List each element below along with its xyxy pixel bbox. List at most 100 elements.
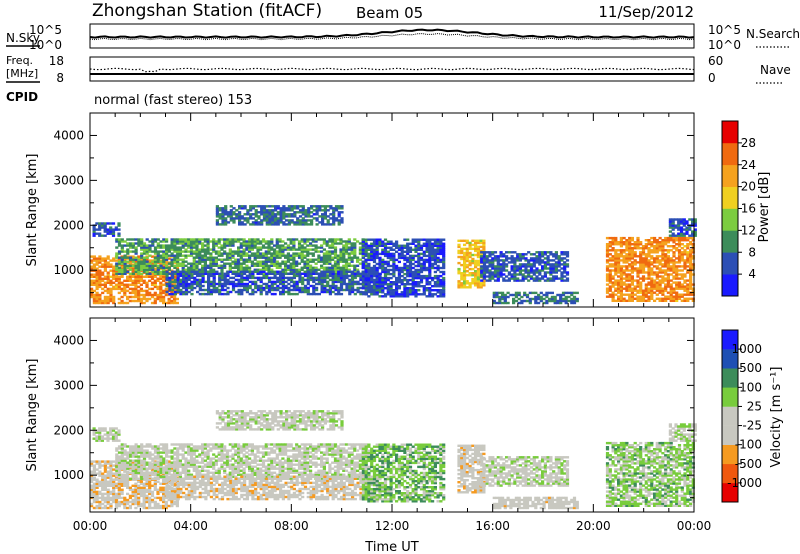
echo-cell <box>433 244 437 247</box>
echo-cell <box>419 244 424 247</box>
echo-cell <box>257 211 261 214</box>
echo-cell <box>491 257 495 260</box>
echo-cell <box>436 295 440 298</box>
echo-cell <box>353 264 357 267</box>
echo-cell <box>265 221 269 224</box>
echo-cell <box>90 464 94 467</box>
echo-cell <box>317 250 321 253</box>
echo-cell <box>239 268 243 271</box>
echo-cell <box>131 287 135 291</box>
echo-cell <box>510 261 514 264</box>
echo-cell <box>90 287 94 291</box>
echo-cell <box>442 287 446 290</box>
echo-cell <box>334 274 338 278</box>
echo-cell <box>223 266 227 269</box>
echo-cell <box>608 295 612 298</box>
echo-cell <box>284 256 288 259</box>
echo-cell <box>315 213 319 216</box>
echo-cell <box>367 290 371 294</box>
echo-cell <box>465 259 469 263</box>
echo-cell <box>639 253 643 256</box>
echo-cell <box>658 267 662 270</box>
echo-cell <box>100 224 104 227</box>
echo-cell <box>254 270 258 273</box>
echo-cell <box>156 246 160 249</box>
echo-cell <box>314 240 318 243</box>
echo-cell <box>605 273 610 276</box>
echo-cell <box>383 246 388 249</box>
echo-cell <box>539 297 543 301</box>
echo-cell <box>156 256 160 259</box>
echo-cell <box>209 270 213 273</box>
echo-cell <box>98 228 102 231</box>
echo-cell <box>292 246 296 249</box>
echo-cell <box>209 262 213 265</box>
echo-cell <box>685 230 689 233</box>
echo-cell <box>516 265 520 268</box>
echo-cell <box>499 267 503 270</box>
echo-cell <box>617 281 621 284</box>
echo-cell <box>442 246 446 249</box>
echo-cell <box>664 287 668 290</box>
echo-cell <box>414 270 418 274</box>
echo-cell <box>264 264 268 267</box>
echo-cell <box>375 256 379 260</box>
echo-cell <box>406 250 410 253</box>
echo-cell <box>103 265 107 268</box>
echo-cell <box>605 243 610 246</box>
echo-cell <box>198 260 202 263</box>
echo-cell <box>212 238 216 241</box>
echo-cell <box>381 268 385 272</box>
echo-cell <box>499 269 503 272</box>
echo-cell <box>619 251 623 254</box>
echo-cell <box>301 272 305 275</box>
echo-cell <box>513 265 517 268</box>
echo-cell <box>142 275 146 278</box>
echo-cell <box>312 290 316 294</box>
echo-cell <box>431 276 435 280</box>
echo-cell <box>223 292 227 296</box>
echo-cell <box>647 267 651 270</box>
echo-cell <box>314 262 318 265</box>
echo-cell <box>605 275 610 278</box>
echo-cell <box>212 276 216 280</box>
echo-cell <box>523 299 527 303</box>
echo-cell <box>171 270 175 273</box>
echo-cell <box>112 277 116 280</box>
echo-cell <box>117 291 121 295</box>
echo-cell <box>543 253 547 256</box>
echo-cell <box>414 254 418 258</box>
echo-cell <box>395 240 399 243</box>
echo-cell <box>686 247 690 250</box>
echo-cell <box>331 282 335 286</box>
echo-cell <box>666 297 670 300</box>
echo-cell <box>267 244 271 247</box>
echo-cell <box>295 248 299 251</box>
echo-cell <box>367 238 371 241</box>
echo-cell <box>344 268 349 271</box>
echo-cell <box>276 217 280 220</box>
echo-cell <box>633 241 637 244</box>
echo-cell <box>611 263 615 266</box>
echo-cell <box>675 273 679 276</box>
echo-cell <box>622 269 626 272</box>
echo-cell <box>139 289 143 293</box>
echo-cell <box>137 295 141 299</box>
echo-cell <box>520 299 524 303</box>
echo-cell <box>295 282 299 286</box>
echo-cell <box>214 256 218 259</box>
echo-cell <box>608 249 612 252</box>
echo-cell <box>502 261 506 264</box>
echo-cell <box>471 243 475 247</box>
echo-cell <box>661 263 665 266</box>
echo-cell <box>431 285 435 288</box>
echo-cell <box>480 255 484 258</box>
echo-cell <box>468 261 472 265</box>
echo-cell <box>337 211 341 214</box>
echo-cell <box>220 246 224 249</box>
echo-cell <box>383 276 388 280</box>
echo-cell <box>201 254 205 257</box>
echo-cell <box>228 242 232 245</box>
echo-cell <box>323 278 327 282</box>
